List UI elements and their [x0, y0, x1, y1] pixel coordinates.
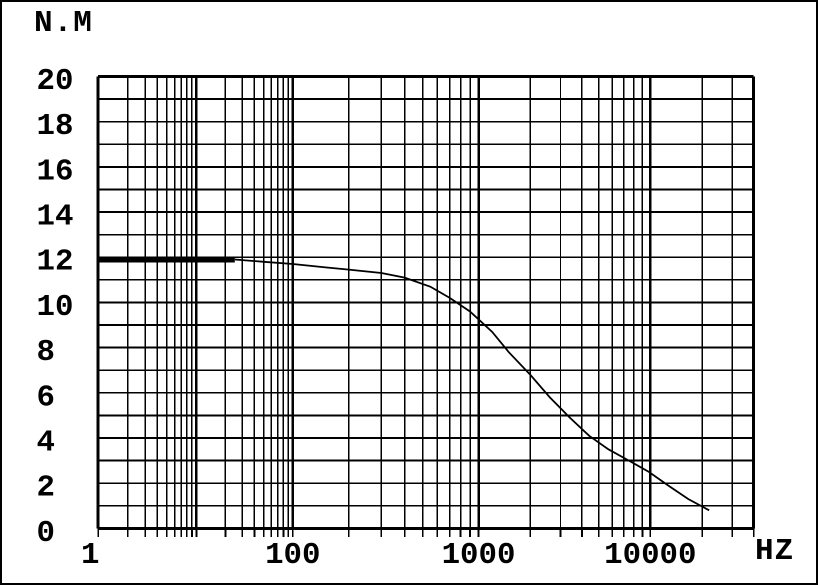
torque-curve	[98, 256, 710, 512]
x-tick-label: 100	[265, 538, 320, 573]
x-tick-label: 1	[81, 538, 99, 573]
y-tick-label: 20	[37, 64, 74, 99]
y-tick-label: 0	[37, 516, 55, 551]
vertical-gridlines	[96, 76, 756, 529]
y-tick-label: 4	[37, 425, 55, 460]
y-axis-unit-label: N.M	[34, 6, 93, 41]
x-tick-label: 10000	[604, 538, 696, 573]
y-tick-label: 12	[37, 245, 74, 280]
y-tick-label: 18	[37, 109, 74, 144]
x-axis-unit-label: HZ	[755, 534, 795, 569]
y-tick-label: 6	[37, 380, 55, 415]
torque-curve-rolloff-segment	[234, 258, 710, 512]
y-tick-label: 2	[37, 471, 55, 506]
y-tick-label: 14	[37, 200, 74, 235]
y-tick-label: 10	[37, 290, 74, 325]
y-tick-label: 8	[37, 335, 55, 370]
y-tick-label: 16	[37, 154, 74, 189]
horizontal-gridlines	[98, 74, 754, 530]
x-axis-ticks	[97, 528, 755, 537]
y-tick-labels: 0 2 4 6 8 10 12 14 16 18 20	[37, 64, 74, 551]
x-tick-labels: 1 100 1000 10000	[81, 538, 697, 573]
x-tick-label: 1000	[442, 538, 516, 573]
